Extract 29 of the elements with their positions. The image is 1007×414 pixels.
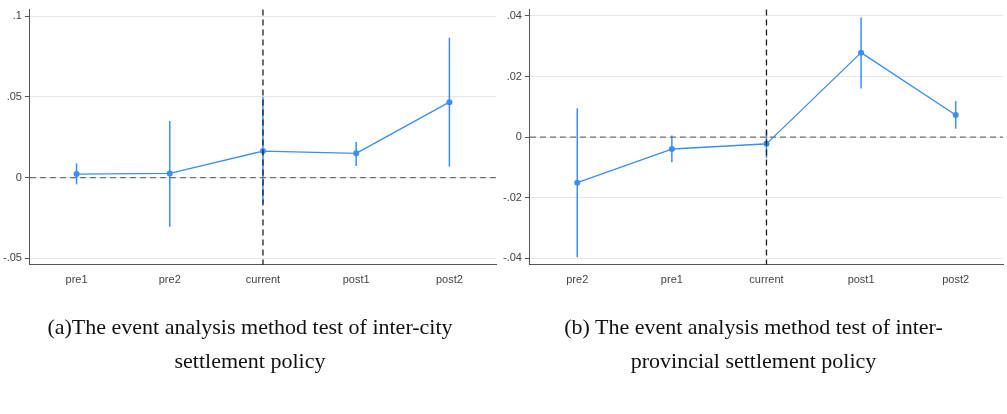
- x-tick-label: post1: [342, 273, 370, 286]
- y-tick-label: .05: [6, 89, 22, 102]
- y-tick-label: 0: [515, 130, 522, 143]
- y-tick-label: .02: [506, 69, 522, 82]
- point: [574, 179, 581, 186]
- x-tick-label: current: [245, 273, 281, 286]
- y-tick-label: 0: [15, 170, 22, 183]
- point: [858, 49, 865, 56]
- x-tick-label: post2: [435, 273, 463, 286]
- x-tick-label: pre2: [158, 273, 181, 286]
- y-tick-label: -.04: [502, 251, 522, 264]
- x-tick-label: pre2: [566, 273, 589, 286]
- point: [668, 146, 675, 153]
- y-tick-label: -.05: [2, 251, 22, 264]
- point: [952, 112, 959, 119]
- text: (b) The event analysis method test of inter-provincial settlement policy: [563, 313, 944, 375]
- x-tick-label: pre1: [660, 273, 683, 286]
- y-tick-label: .1: [12, 9, 22, 22]
- text: (a)The event analysis method test of inter-city settlement policy: [46, 313, 454, 375]
- x-tick-label: post1: [847, 273, 875, 286]
- y-tick-label: -.02: [502, 190, 522, 203]
- x-tick-label: current: [749, 273, 784, 286]
- point: [73, 171, 80, 178]
- point: [166, 170, 173, 177]
- y-tick-label: .04: [506, 9, 522, 21]
- x-tick-label: pre1: [65, 273, 88, 286]
- point: [446, 99, 453, 106]
- x-tick-label: post2: [942, 273, 970, 286]
- point: [353, 150, 360, 157]
